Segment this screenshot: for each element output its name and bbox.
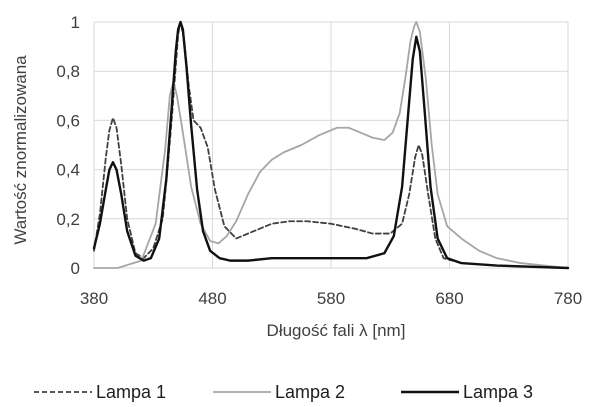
series-line-2 <box>93 21 569 269</box>
legend: Lampa 1 Lampa 2 Lampa 3 <box>34 382 533 402</box>
y-tick-label: 0,2 <box>56 210 80 229</box>
x-axis-label: Długość fali λ [nm] <box>267 321 406 340</box>
x-tick-label: 380 <box>80 289 108 308</box>
x-tick-label: 680 <box>435 289 463 308</box>
series-line-3 <box>92 20 570 270</box>
x-tick-label: 580 <box>317 289 345 308</box>
y-tick-label: 0,8 <box>56 62 80 81</box>
grid <box>93 21 569 269</box>
legend-label-1: Lampa 1 <box>96 382 166 402</box>
y-tick-label: 0,4 <box>56 161 80 180</box>
series-line-1 <box>93 21 569 269</box>
tick-labels: 0 0,2 0,4 0,6 0,8 1 380 480 580 680 780 <box>56 13 582 308</box>
y-tick-label: 1 <box>71 13 80 32</box>
series-lines <box>92 20 570 270</box>
legend-label-3: Lampa 3 <box>463 382 533 402</box>
y-tick-label: 0 <box>71 259 80 278</box>
x-tick-label: 480 <box>198 289 226 308</box>
y-tick-label: 0,6 <box>56 111 80 130</box>
x-tick-label: 780 <box>554 289 582 308</box>
y-axis-label: Wartość znormalizowana <box>11 55 30 245</box>
legend-label-2: Lampa 2 <box>275 382 345 402</box>
